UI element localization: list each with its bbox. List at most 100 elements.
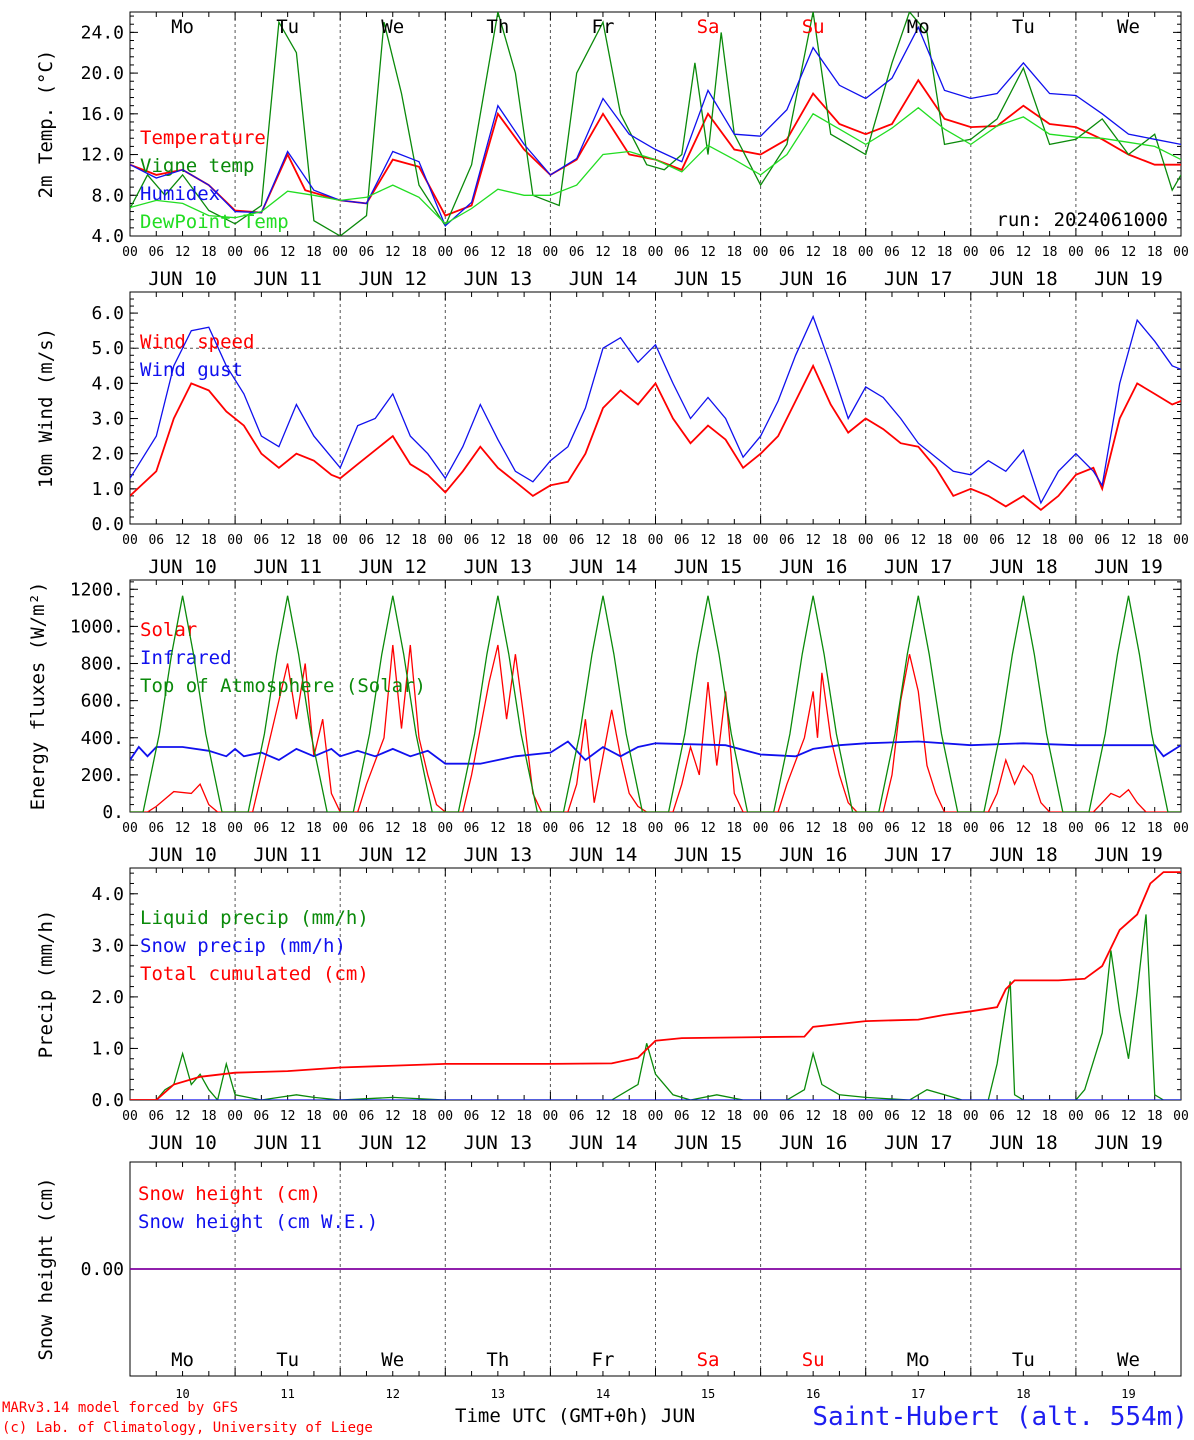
- x-hour-label: 06: [148, 1109, 164, 1124]
- x-hour-label: 12: [910, 533, 926, 548]
- x-hour-label: 06: [779, 1109, 795, 1124]
- x-hour-label: 00: [227, 1109, 243, 1124]
- y-tick-label: 4.0: [91, 884, 124, 905]
- y-tick-label: 6.0: [91, 303, 124, 324]
- x-hour-label: 06: [674, 1109, 690, 1124]
- y-tick-label: 1.0: [91, 1038, 124, 1059]
- legend-entry: Liquid precip (mm/h): [140, 907, 369, 929]
- x-date-label: JUN 18: [989, 1132, 1058, 1154]
- day-number: 11: [280, 1387, 294, 1401]
- day-name-top: Th: [486, 16, 509, 38]
- x-hour-label: 12: [385, 821, 401, 836]
- x-date-label: JUN 15: [674, 556, 743, 578]
- series-line-top-of-atmosphere-solar: [130, 595, 1181, 812]
- y-tick-label: 5.0: [91, 338, 124, 359]
- day-number: 13: [491, 1387, 505, 1401]
- x-hour-label: 06: [569, 533, 585, 548]
- series-line-solar: [130, 644, 1181, 812]
- x-hour-label: 12: [175, 245, 191, 260]
- x-hour-label: 06: [1094, 245, 1110, 260]
- x-hour-label: 06: [1094, 821, 1110, 836]
- x-hour-label: 00: [648, 245, 664, 260]
- legend-entry: Wind gust: [140, 359, 243, 381]
- x-hour-label: 18: [306, 533, 322, 548]
- y-tick-label: 24.0: [81, 22, 124, 43]
- day-name-top: Tu: [276, 16, 299, 38]
- x-hour-label: 00: [753, 533, 769, 548]
- x-date-label: JUN 15: [674, 268, 743, 290]
- y-tick-label: 12.0: [81, 145, 124, 166]
- x-hour-label: 18: [306, 1109, 322, 1124]
- y-tick-label: 20.0: [81, 63, 124, 84]
- x-hour-label: 18: [201, 245, 217, 260]
- y-axis-label: Snow height (cm): [35, 1177, 57, 1360]
- x-date-label: JUN 10: [148, 556, 217, 578]
- x-date-label: JUN 13: [464, 268, 533, 290]
- x-hour-label: 12: [280, 821, 296, 836]
- x-hour-label: 12: [1016, 821, 1032, 836]
- day-name-bottom: Mo: [171, 1349, 194, 1371]
- x-hour-label: 06: [884, 245, 900, 260]
- x-date-label: JUN 18: [989, 268, 1058, 290]
- day-number: 15: [701, 1387, 715, 1401]
- x-hour-label: 00: [1173, 821, 1189, 836]
- x-date-label: JUN 19: [1094, 1132, 1163, 1154]
- x-date-label: JUN 12: [358, 1132, 427, 1154]
- x-hour-label: 06: [569, 1109, 585, 1124]
- x-hour-label: 00: [122, 533, 138, 548]
- x-date-label: JUN 17: [884, 1132, 953, 1154]
- x-hour-label: 06: [464, 1109, 480, 1124]
- x-hour-label: 06: [464, 245, 480, 260]
- y-tick-label: 600.: [81, 691, 124, 712]
- x-hour-label: 18: [621, 533, 637, 548]
- day-name-top: Mo: [907, 16, 930, 38]
- x-hour-label: 06: [359, 533, 375, 548]
- x-hour-label: 18: [1042, 1109, 1058, 1124]
- x-hour-label: 12: [490, 533, 506, 548]
- x-hour-label: 00: [122, 1109, 138, 1124]
- x-hour-label: 18: [1042, 533, 1058, 548]
- x-hour-label: 12: [280, 1109, 296, 1124]
- y-tick-label: 2.0: [91, 444, 124, 465]
- day-number: 10: [175, 1387, 189, 1401]
- x-hour-label: 12: [1016, 1109, 1032, 1124]
- x-hour-label: 18: [832, 1109, 848, 1124]
- x-hour-label: 18: [726, 245, 742, 260]
- x-hour-label: 00: [1068, 1109, 1084, 1124]
- x-hour-label: 00: [1068, 245, 1084, 260]
- x-hour-label: 18: [832, 533, 848, 548]
- x-hour-label: 18: [1042, 821, 1058, 836]
- x-hour-label: 12: [490, 245, 506, 260]
- y-tick-label: 0.: [102, 802, 124, 823]
- x-hour-label: 00: [227, 245, 243, 260]
- x-hour-label: 00: [1173, 1109, 1189, 1124]
- x-hour-label: 18: [201, 533, 217, 548]
- x-hour-label: 18: [726, 533, 742, 548]
- x-hour-label: 12: [700, 533, 716, 548]
- legend-entry: Snow height (cm W.E.): [138, 1211, 378, 1233]
- x-date-label: JUN 10: [148, 268, 217, 290]
- x-hour-label: 00: [1173, 533, 1189, 548]
- panel-3: 0. 200. 400. 600. 800. 1000. 1200. Energy fluxe…: [27, 579, 1189, 866]
- x-hour-label: 06: [989, 533, 1005, 548]
- legend-entry: Infrared: [140, 647, 232, 669]
- x-date-label: JUN 11: [253, 1132, 322, 1154]
- x-hour-label: 00: [858, 245, 874, 260]
- x-hour-label: 18: [411, 245, 427, 260]
- x-hour-label: 12: [805, 533, 821, 548]
- x-hour-label: 12: [805, 245, 821, 260]
- series-line-dewpoint-temp: [130, 106, 1181, 225]
- x-hour-label: 12: [385, 1109, 401, 1124]
- day-name-bottom: Mo: [907, 1349, 930, 1371]
- time-axis-title: Time UTC (GMT+0h) JUN: [455, 1405, 696, 1427]
- x-hour-label: 00: [543, 533, 559, 548]
- series-line-humidex: [130, 25, 1181, 227]
- x-hour-label: 12: [1121, 245, 1137, 260]
- day-name-bottom: Su: [802, 1349, 825, 1371]
- x-hour-label: 00: [648, 533, 664, 548]
- x-hour-label: 00: [437, 1109, 453, 1124]
- x-hour-label: 06: [254, 245, 270, 260]
- x-hour-label: 00: [858, 1109, 874, 1124]
- legend-entry: Top of Atmosphere (Solar): [140, 675, 426, 697]
- x-hour-label: 18: [832, 245, 848, 260]
